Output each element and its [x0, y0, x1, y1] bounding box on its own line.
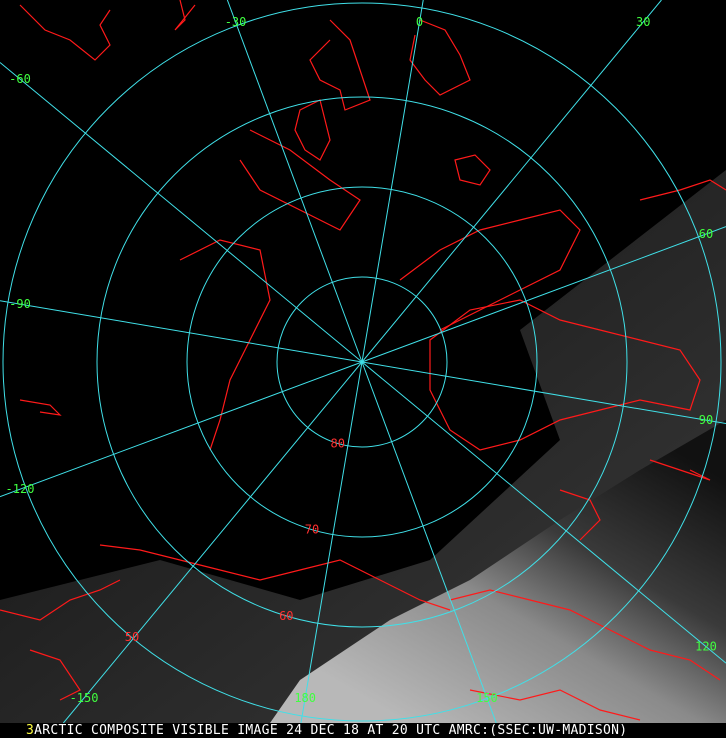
meridian-line [361, 0, 424, 363]
latitude-label: 80 [330, 436, 344, 450]
coastline [179, 239, 271, 451]
meridian-line [361, 361, 497, 723]
longitude-label: -120 [6, 482, 35, 496]
coastline [454, 154, 491, 186]
longitude-label: 90 [699, 413, 713, 427]
latitude-label: 50 [125, 630, 139, 644]
meridian-line [361, 226, 726, 363]
meridian-line [226, 0, 363, 363]
coastline [19, 399, 62, 416]
imagery [0, 170, 726, 723]
coastline [0, 579, 121, 621]
coastline [19, 4, 111, 61]
longitude-label: 60 [699, 227, 713, 241]
coastline [649, 459, 711, 481]
channel-number: 3 [26, 723, 35, 738]
coastline [174, 0, 196, 31]
longitude-label: 30 [636, 15, 650, 29]
latitude-circle-70 [186, 186, 538, 538]
longitude-label: 120 [695, 640, 717, 654]
longitude-label: -30 [225, 15, 247, 29]
caption-text: ARCTIC COMPOSITE VISIBLE IMAGE 24 DEC 18… [34, 723, 628, 738]
longitude-label: -90 [9, 297, 31, 311]
meridian-line [62, 361, 363, 723]
latitude-circle-80 [276, 276, 448, 448]
longitude-label: 180 [294, 691, 316, 705]
latitude-label: 60 [279, 609, 293, 623]
latitude-circle-50 [2, 2, 722, 722]
longitude-label: -60 [9, 72, 31, 86]
coastlines [0, 0, 726, 721]
map-canvas: 0 30 60 90 120 150 180 -150 -120 -90 -60 -30 80 70 60 5… [0, 0, 726, 723]
longitude-label: 0 [416, 15, 423, 29]
longitude-label: 150 [476, 691, 498, 705]
coastline [409, 19, 471, 96]
coastline [239, 129, 361, 231]
coastline [469, 689, 641, 721]
meridian-line [0, 300, 363, 363]
meridian-line [300, 361, 363, 723]
meridian-line [361, 361, 726, 425]
coastline [449, 589, 721, 681]
coastline [639, 179, 726, 201]
coastline [559, 489, 601, 541]
coastline [29, 649, 81, 701]
longitude-label: -150 [70, 691, 99, 705]
coastline [309, 19, 371, 111]
meridian-line [361, 0, 662, 363]
graticule [0, 0, 726, 723]
image-caption: 3ARCTIC COMPOSITE VISIBLE IMAGE 24 DEC 1… [0, 723, 726, 738]
coastline [399, 209, 581, 331]
graticule-labels: 0 30 60 90 120 150 180 -150 -120 -90 -60 -30 80 70 60 5… [6, 15, 717, 705]
coastline [429, 299, 701, 451]
coastline [294, 99, 331, 161]
meridian-line [361, 361, 726, 664]
cloud-field [270, 420, 726, 723]
meridian-line [0, 361, 363, 498]
latitude-circle-60 [96, 96, 628, 628]
latitude-label: 70 [305, 523, 319, 537]
meridian-line [0, 62, 363, 363]
coastline [99, 544, 451, 611]
